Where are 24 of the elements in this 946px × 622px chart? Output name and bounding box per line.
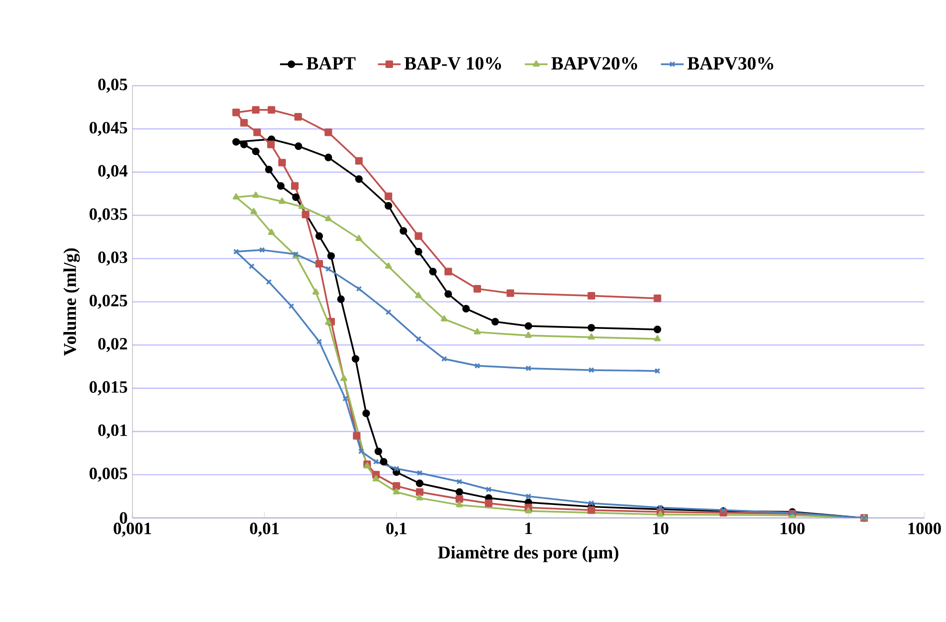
- y-tick-label: 0: [120, 512, 128, 524]
- y-tick-label: 0,05: [98, 78, 128, 93]
- y-tick-label: 0,035: [90, 208, 128, 223]
- y-tick-label: 0,03: [98, 252, 128, 266]
- x-tick-label: 1: [525, 522, 532, 534]
- y-tick-label: 0,02: [98, 338, 128, 352]
- y-tick-label: 0,01: [98, 424, 127, 439]
- y-tick-label: 0,04: [98, 165, 128, 180]
- x-tick-label: 0,1: [386, 522, 406, 538]
- legend-label: BAPV30%: [687, 57, 774, 70]
- x-axis-title: Diamètre des pore (µm): [438, 546, 618, 562]
- legend-label: BAPT: [306, 57, 356, 70]
- x-tick-label: 1000: [908, 522, 941, 535]
- legend-label: BAPV20%: [551, 57, 638, 70]
- x-tick-label: 0,01: [250, 522, 279, 538]
- y-tick-label: 0,005: [90, 468, 128, 482]
- x-tick-label: 100: [780, 522, 805, 535]
- y-axis-title: Volume (ml/g): [63, 248, 80, 356]
- x-tick-label: 0,001: [114, 522, 152, 538]
- y-tick-label: 0,045: [90, 122, 128, 136]
- legend-label: BAP-V 10%: [404, 57, 501, 70]
- x-tick-label: 10: [653, 522, 668, 535]
- y-tick-label: 0,015: [90, 381, 128, 396]
- y-tick-label: 0,025: [90, 294, 128, 310]
